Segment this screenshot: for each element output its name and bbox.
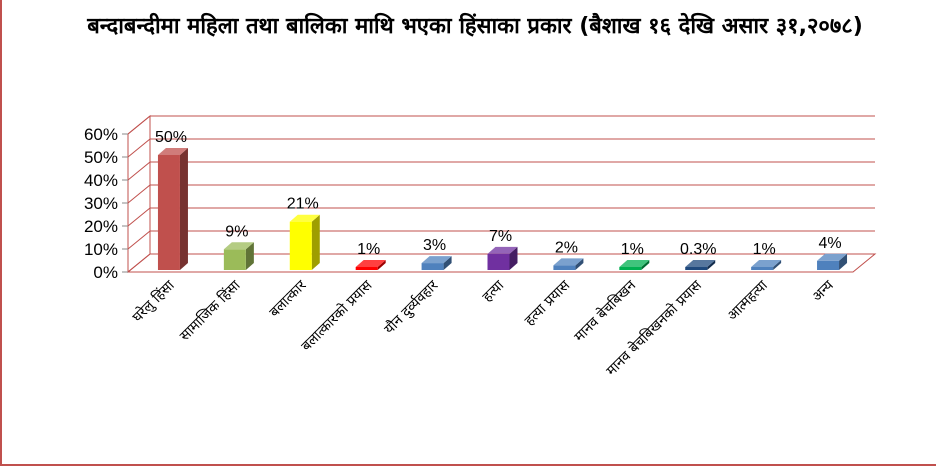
data-label: 1% bbox=[357, 241, 380, 258]
bar-side bbox=[179, 148, 188, 270]
floor bbox=[126, 253, 877, 273]
y-tick-label: 40% bbox=[84, 171, 118, 190]
data-label: 1% bbox=[621, 241, 644, 258]
bar-top bbox=[619, 260, 650, 267]
category-label: हत्या bbox=[480, 277, 508, 305]
gridline bbox=[127, 161, 875, 181]
bar-top bbox=[223, 242, 254, 250]
data-label: 21% bbox=[287, 196, 319, 213]
bar-top bbox=[355, 260, 386, 267]
bar-side bbox=[311, 214, 320, 270]
bar-side bbox=[245, 242, 254, 270]
bar-front bbox=[421, 263, 444, 270]
bar-top bbox=[817, 253, 848, 261]
bar-top bbox=[553, 258, 584, 266]
bar-side bbox=[839, 253, 848, 270]
data-label: 7% bbox=[489, 228, 512, 245]
gridline bbox=[127, 138, 875, 158]
bar-front bbox=[487, 253, 510, 270]
labels: 0% 10% 20% 30% 40% 50% 60% 50% घरेलु हिंसा 9% सामा… bbox=[84, 125, 842, 379]
bar-front bbox=[553, 265, 576, 270]
bar-front bbox=[817, 260, 840, 270]
data-label: 3% bbox=[423, 237, 446, 254]
category-label: अन्य bbox=[809, 277, 837, 305]
y-tick-label: 20% bbox=[84, 217, 118, 236]
bar bbox=[289, 214, 320, 270]
bar bbox=[355, 260, 386, 270]
bar bbox=[421, 256, 452, 270]
bar bbox=[751, 260, 782, 270]
y-tick-label: 50% bbox=[84, 148, 118, 167]
bars bbox=[157, 148, 848, 270]
data-label: 4% bbox=[818, 235, 841, 252]
y-tick-label: 30% bbox=[84, 194, 118, 213]
bar-front bbox=[289, 221, 312, 270]
data-label: 9% bbox=[225, 223, 248, 240]
bar-front bbox=[355, 267, 378, 270]
bar-side bbox=[575, 258, 584, 270]
bar bbox=[619, 260, 650, 270]
data-label: 50% bbox=[155, 129, 187, 146]
category-label: बलात्कारको प्रयास bbox=[298, 276, 376, 354]
bar bbox=[487, 246, 518, 270]
bar bbox=[553, 258, 584, 270]
bar bbox=[685, 260, 716, 270]
category-label: बलात्कार bbox=[266, 277, 309, 320]
category-label: यौन दुर्व्यवहार bbox=[381, 277, 443, 339]
bar-top bbox=[157, 148, 188, 155]
bar-front bbox=[223, 249, 246, 270]
category-label: सामाजिक हिंसा bbox=[176, 277, 244, 345]
bar-top bbox=[289, 214, 320, 222]
data-label: 1% bbox=[753, 241, 776, 258]
bar-top bbox=[751, 260, 782, 267]
bar-side bbox=[641, 260, 650, 270]
axes bbox=[122, 114, 877, 274]
bar-top bbox=[421, 256, 452, 264]
category-label: आत्महत्या bbox=[724, 277, 771, 324]
bar-side bbox=[509, 246, 518, 270]
data-label: 0.3% bbox=[680, 241, 716, 258]
bar bbox=[157, 148, 188, 270]
data-label: 2% bbox=[555, 239, 578, 256]
y-tick-label: 60% bbox=[84, 125, 118, 144]
chart-title: बन्दाबन्दीमा महिला तथा बालिका माथि भएका … bbox=[87, 14, 863, 39]
bar-side bbox=[377, 260, 386, 270]
y-tick-label: 0% bbox=[93, 263, 118, 282]
bar-top bbox=[487, 246, 518, 254]
gridline bbox=[127, 184, 875, 204]
category-label: हत्या प्रयास bbox=[522, 277, 574, 329]
bar-front bbox=[619, 267, 642, 270]
bar-side bbox=[707, 260, 716, 270]
y-tick-label: 10% bbox=[84, 240, 118, 259]
bar-front bbox=[685, 267, 708, 270]
gridline bbox=[127, 115, 875, 135]
bar-front bbox=[157, 155, 180, 270]
bar-side bbox=[773, 260, 782, 270]
bar-front bbox=[751, 267, 774, 270]
bar-top bbox=[685, 260, 716, 267]
bar bbox=[817, 253, 848, 270]
bar-side bbox=[443, 256, 452, 270]
category-label: घरेलु हिंसा bbox=[129, 277, 178, 326]
category-label: मानव बेचबिखन bbox=[571, 277, 640, 346]
bar bbox=[223, 242, 254, 270]
